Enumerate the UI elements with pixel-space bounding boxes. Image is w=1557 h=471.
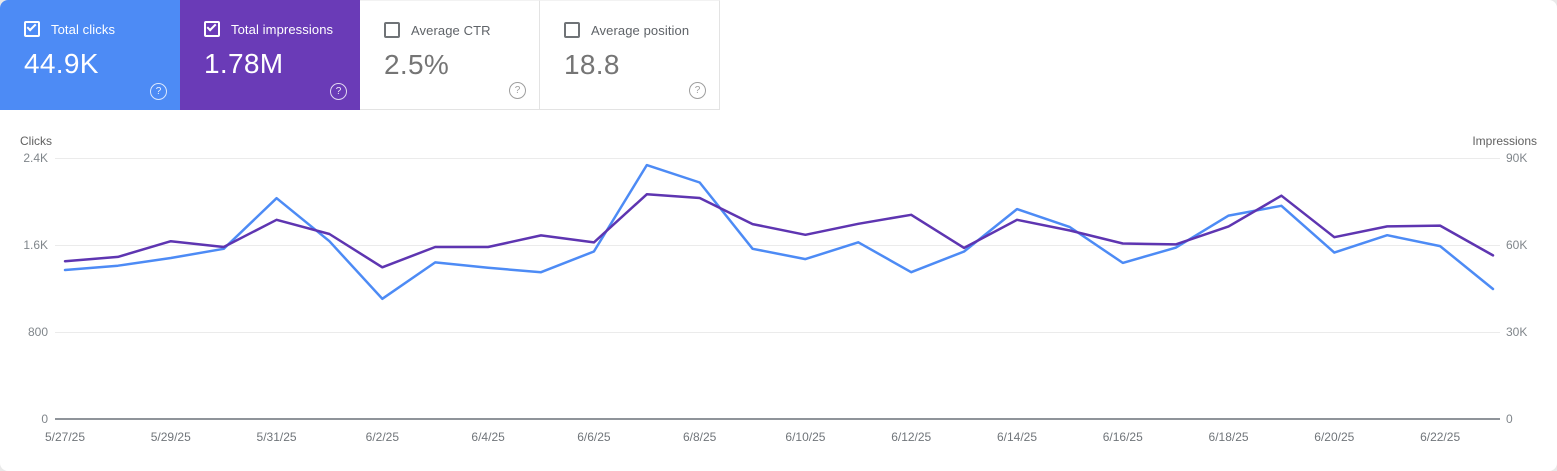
x-tick-label: 6/18/25 (1208, 430, 1249, 444)
average-position-checkbox[interactable] (564, 22, 580, 38)
average-ctr-value: 2.5% (384, 49, 450, 80)
average-ctr-checkbox[interactable] (384, 22, 400, 38)
total-clicks-line[interactable] (63, 163, 1495, 301)
card-total-clicks[interactable]: Total clicks 44.9K ? (0, 0, 180, 110)
x-tick-label: 6/2/25 (365, 430, 400, 444)
x-tick-label: 6/10/25 (785, 430, 826, 444)
x-tick-label: 5/29/25 (150, 430, 191, 444)
total-impressions-checkbox[interactable] (204, 21, 220, 37)
average-position-value: 18.8 (564, 49, 620, 80)
x-tick-label: 6/16/25 (1102, 430, 1143, 444)
x-tick-label: 6/20/25 (1314, 430, 1355, 444)
y-tick-left: 800 (27, 325, 48, 339)
total-impressions-value: 1.78M (204, 48, 284, 79)
total-clicks-checkbox[interactable] (24, 21, 40, 37)
gridline (55, 245, 1500, 246)
x-tick-label: 5/27/25 (44, 430, 86, 444)
x-tick-label: 6/8/25 (682, 430, 717, 444)
x-tick-label: 6/14/25 (996, 430, 1038, 444)
x-tick-label: 6/4/25 (471, 430, 505, 444)
total-impressions-label: Total impressions (231, 21, 334, 37)
gridline (55, 332, 1500, 333)
gridline (55, 158, 1500, 159)
x-tick-label: 6/12/25 (891, 430, 932, 444)
help-icon[interactable]: ? (689, 82, 706, 99)
gridline (55, 418, 1500, 420)
metric-cards: Total clicks 44.9K ? Total impressions 1… (0, 0, 720, 110)
help-icon[interactable]: ? (150, 83, 167, 100)
average-position-label: Average position (591, 22, 690, 38)
y-tick-left: 2.4K (23, 151, 48, 165)
card-average-position[interactable]: Average position 18.8 ? (540, 0, 720, 110)
card-total-impressions[interactable]: Total impressions 1.78M ? (180, 0, 360, 110)
card-average-ctr[interactable]: Average CTR 2.5% ? (360, 0, 540, 110)
x-tick-label: 5/31/25 (256, 430, 297, 444)
y-tick-right: 30K (1506, 325, 1528, 339)
help-icon[interactable]: ? (509, 82, 526, 99)
x-tick-label: 6/6/25 (577, 430, 611, 444)
y-tick-right: 0 (1506, 412, 1513, 426)
total-clicks-value: 44.9K (24, 48, 99, 79)
right-axis-title: Impressions (1472, 134, 1537, 148)
y-tick-left: 1.6K (23, 238, 48, 252)
average-ctr-label: Average CTR (411, 22, 491, 38)
help-icon[interactable]: ? (330, 83, 347, 100)
left-axis-title: Clicks (20, 134, 52, 148)
y-tick-right: 90K (1506, 151, 1528, 165)
x-tick-label: 6/22/25 (1420, 430, 1461, 444)
total-impressions-line[interactable] (63, 193, 1495, 269)
y-tick-left: 0 (41, 412, 48, 426)
total-clicks-label: Total clicks (51, 21, 116, 37)
y-tick-right: 60K (1506, 238, 1528, 252)
